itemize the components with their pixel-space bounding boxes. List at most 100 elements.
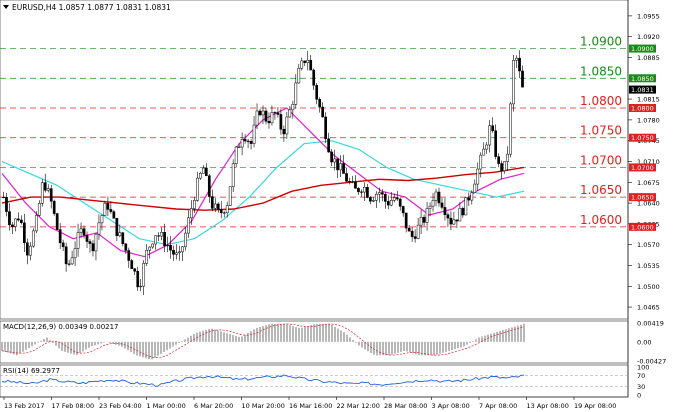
candle-body <box>67 263 71 265</box>
level-tag-text: 1.0750 <box>631 134 654 142</box>
candle-body <box>172 249 175 255</box>
candle-body <box>482 148 486 156</box>
candle-body <box>70 257 74 265</box>
candle-body <box>389 200 393 206</box>
candle-body <box>133 268 137 272</box>
macd-signal-line <box>1 323 525 358</box>
candle-body <box>97 222 101 235</box>
candle-body <box>467 197 471 201</box>
price-tick-label: 1.0885 <box>637 54 660 62</box>
candle-body <box>264 110 268 122</box>
candle-body <box>303 60 307 63</box>
chart-header: EURUSD,H4 1.0857 1.0877 1.0831 1.0831 <box>3 3 171 12</box>
candle-body <box>395 197 399 200</box>
price-tick-label: 1.0465 <box>637 304 660 312</box>
candle-body <box>506 153 509 162</box>
candle-body <box>410 230 414 237</box>
candle-body <box>291 104 295 111</box>
level-tag <box>629 44 656 53</box>
candle-body <box>58 229 62 244</box>
candle-body <box>109 209 113 212</box>
candle-body <box>187 217 190 234</box>
candle-body <box>419 216 423 226</box>
candle-body <box>431 200 435 207</box>
rsi-tick-label: 70 <box>637 372 645 380</box>
candle-body <box>234 146 238 164</box>
candle-body <box>279 114 283 130</box>
rsi-tick-label: 100 <box>637 364 649 372</box>
time-tick-label: 16 Mar 16:00 <box>289 402 332 410</box>
main-pane[interactable] <box>0 0 629 320</box>
level-label: 1.0900 <box>580 35 622 49</box>
time-tick-label: 13 Feb 2017 <box>4 402 44 410</box>
candle-body <box>380 192 384 195</box>
candle-body <box>348 181 351 183</box>
candle-body <box>485 144 489 150</box>
price-tick-label: 1.0500 <box>637 283 660 291</box>
candle-body <box>142 263 146 287</box>
candle-body <box>100 215 104 224</box>
candle-body <box>175 252 178 255</box>
candle-body <box>261 110 265 116</box>
candle-body <box>17 218 20 221</box>
candle-body <box>2 196 5 198</box>
candle-body <box>31 230 35 247</box>
price-tick-label: 1.0640 <box>637 200 660 208</box>
candle-body <box>85 234 89 242</box>
candle-body <box>216 203 220 210</box>
candle-body <box>488 125 492 146</box>
time-tick-label: 19 Apr 08:00 <box>574 402 616 410</box>
candle-body <box>452 219 456 225</box>
candle-body <box>82 228 86 236</box>
macd-tick-label: -0.00427 <box>637 358 666 366</box>
price-tick-label: 1.0920 <box>637 33 660 41</box>
time-tick-label: 13 Apr 08:00 <box>527 402 569 410</box>
candle-body <box>112 211 116 219</box>
dropdown-triangle-icon[interactable] <box>3 5 9 9</box>
candle-body <box>273 112 277 114</box>
candle-body <box>357 188 360 193</box>
candle-body <box>455 219 459 222</box>
candle-body <box>434 191 438 201</box>
candle-body <box>318 99 322 108</box>
time-tick-label: 1 Mar 00:00 <box>147 402 186 410</box>
candle-body <box>422 216 426 223</box>
candle-body <box>160 231 163 237</box>
candle-body <box>276 112 280 115</box>
candle-body <box>491 125 495 131</box>
symbol-ohlc-label: EURUSD,H4 1.0857 1.0877 1.0831 1.0831 <box>12 3 171 12</box>
candle-body <box>210 196 214 209</box>
candle-body <box>163 231 166 247</box>
candle-body <box>184 232 187 248</box>
level-tag <box>629 104 656 112</box>
candle-body <box>8 211 11 226</box>
candle-body <box>201 167 205 174</box>
candle-body <box>225 205 229 213</box>
price-tick-label: 1.0955 <box>637 12 660 20</box>
candle-body <box>282 129 286 135</box>
candle-body <box>270 112 274 124</box>
rsi-tick-label: 0 <box>637 392 641 400</box>
candle-body <box>55 213 59 230</box>
level-tag <box>629 163 656 172</box>
candle-body <box>377 192 381 195</box>
macd-tick-label: 0.00 <box>637 338 651 346</box>
candle-body <box>512 60 515 105</box>
candle-body <box>240 139 244 148</box>
candle-body <box>401 206 405 214</box>
price-tick-label: 1.0570 <box>637 241 660 249</box>
level-label: 1.0700 <box>580 153 622 167</box>
candle-body <box>121 232 125 244</box>
candle-body <box>52 200 56 214</box>
macd-label: MACD(12,26,9) 0.00349 0.00217 <box>3 323 119 331</box>
rsi-label: RSI(14) 69.2977 <box>3 367 60 375</box>
candle-body <box>79 228 83 233</box>
candle-body <box>494 130 498 157</box>
rsi-line <box>1 374 525 387</box>
candle-body <box>446 214 450 219</box>
rsi-tick-label: 30 <box>637 383 645 391</box>
level-tag <box>629 74 656 83</box>
candle-body <box>5 197 8 212</box>
